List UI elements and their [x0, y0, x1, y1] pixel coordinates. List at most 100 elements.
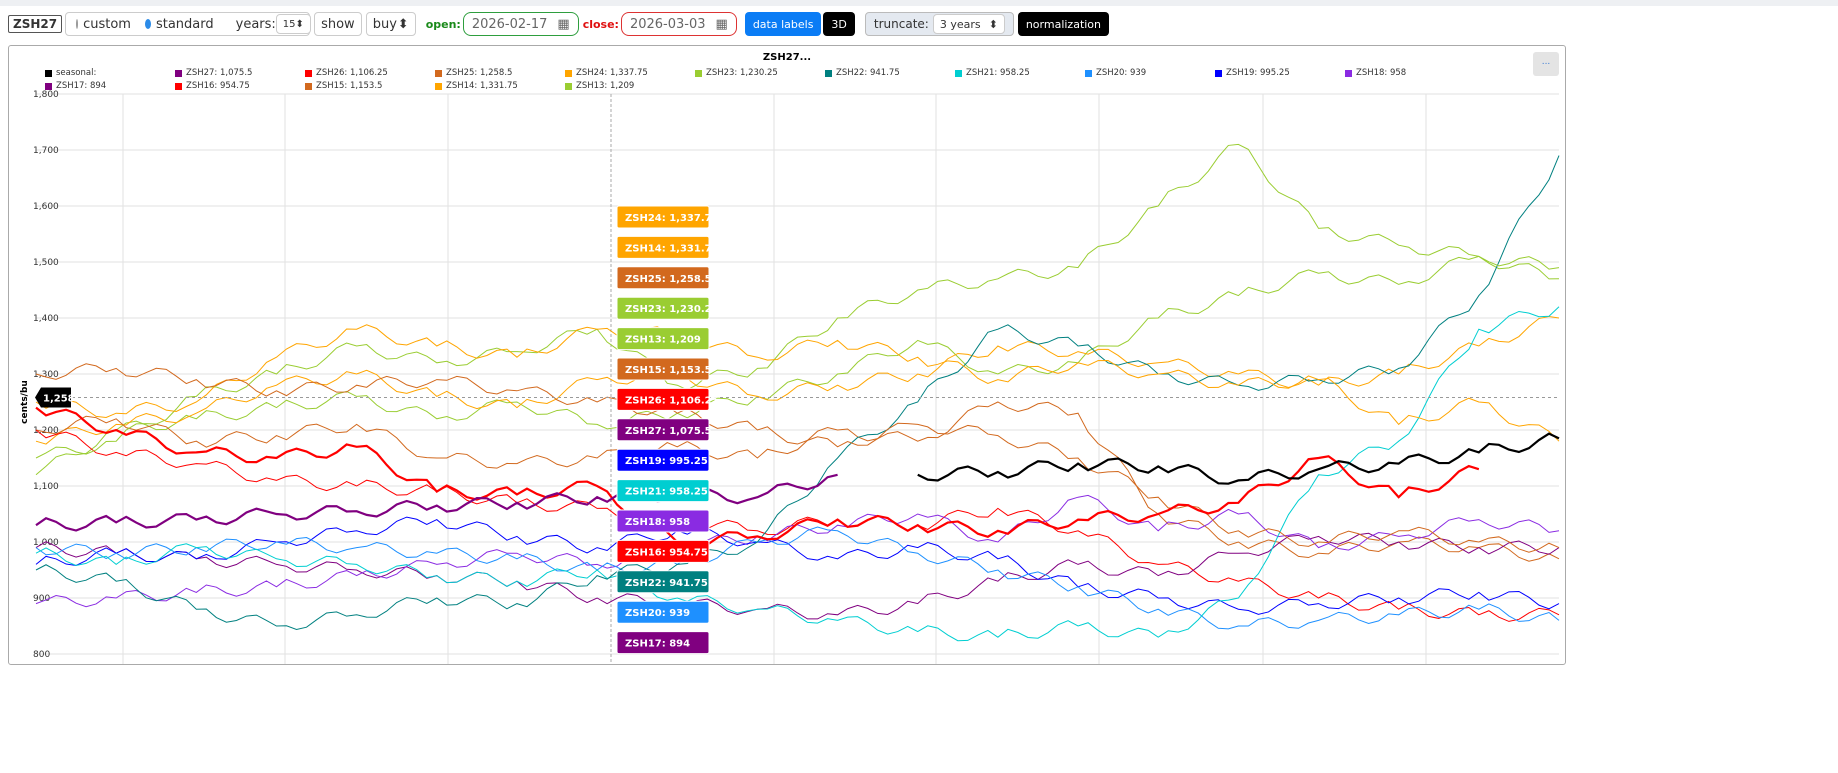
- truncate-select[interactable]: 3 years ⬍: [932, 14, 1005, 34]
- legend-item-zsh24[interactable]: ZSH24: 1,337.75: [565, 68, 695, 78]
- legend-label: ZSH13: 1,209: [576, 81, 635, 91]
- data-label-box: [616, 570, 710, 594]
- legend-label: ZSH22: 941.75: [836, 68, 900, 78]
- data-label-box: [616, 205, 710, 229]
- legend-label: ZSH15: 1,153.5: [316, 81, 383, 91]
- top-strip: [0, 0, 1838, 6]
- show-button[interactable]: show: [314, 12, 362, 36]
- legend-label: ZSH14: 1,331.75: [446, 81, 518, 91]
- series-line-zsh23: [35, 143, 1560, 459]
- legend-swatch: [825, 69, 832, 77]
- chart-title: ZSH27...: [762, 52, 812, 63]
- y-tick-label: 1,400: [33, 314, 59, 324]
- truncate-label: truncate:: [873, 17, 929, 31]
- data-label-box: [616, 600, 710, 624]
- updown-icon: ⬍: [397, 16, 409, 32]
- data-label-box: [616, 479, 710, 503]
- normalization-button[interactable]: normalization: [1017, 12, 1110, 36]
- chart-plot[interactable]: 800 900 1,000 1,100 1,200 1,300 1,400 1,500 1,60…: [9, 46, 1566, 665]
- legend-item-zsh14[interactable]: ZSH14: 1,331.75: [435, 81, 565, 91]
- legend-swatch: [175, 82, 182, 90]
- standard-label: standard: [155, 16, 214, 32]
- legend-label: ZSH26: 1,106.25: [316, 68, 388, 78]
- y-tick-label: 1,100: [33, 482, 59, 492]
- symbol-input[interactable]: ZSH27: [8, 15, 63, 33]
- series-line-zsh24: [35, 324, 1560, 442]
- series-line-zsh27: [35, 473, 838, 532]
- radio-custom[interactable]: [76, 19, 79, 29]
- y-tick-label: 1,800: [33, 90, 59, 100]
- years-select[interactable]: 15 ⬍: [275, 14, 311, 34]
- legend-swatch: [175, 69, 182, 77]
- data-label-zsh21: ZSH21: 958.25: [616, 479, 710, 503]
- legend-label: ZSH27: 1,075.5: [186, 68, 253, 78]
- y-tick-label: 1,700: [33, 146, 59, 156]
- legend-swatch: [565, 82, 572, 90]
- legend-swatch: [1085, 69, 1092, 77]
- data-label-zsh16: ZSH16: 954.75: [616, 539, 710, 563]
- data-label-box: [616, 418, 710, 442]
- legend-swatch: [1215, 69, 1222, 77]
- data-label-box: [616, 387, 710, 411]
- open-label: open:: [425, 17, 461, 31]
- series-line-zsh26: [35, 406, 1480, 549]
- data-label-zsh14: ZSH14: 1,331.75: [616, 235, 719, 259]
- data-label-text: ZSH21: 958.25: [625, 487, 708, 498]
- data-label-box: [616, 631, 710, 655]
- open-date-input[interactable]: 2026-02-17 ▦: [462, 12, 579, 36]
- legend-swatch: [955, 69, 962, 77]
- chart-legend: seasonal: ZSH27: 1,075.5 ZSH26: 1,106.25 ZS…: [45, 68, 1505, 91]
- legend-item-zsh16[interactable]: ZSH16: 954.75: [175, 81, 305, 91]
- data-label-text: ZSH26: 1,106.25: [625, 395, 719, 406]
- data-label-text: ZSH13: 1,209: [625, 335, 701, 346]
- legend-swatch: [1345, 69, 1352, 77]
- chart-menu-button[interactable]: ...: [1533, 52, 1559, 76]
- data-label-zsh15: ZSH15: 1,153.5: [616, 357, 712, 381]
- data-label-zsh18: ZSH18: 958: [616, 509, 710, 533]
- legend-item-seasonal[interactable]: seasonal:: [45, 68, 175, 78]
- y-axis-label: cents/bu: [20, 380, 30, 424]
- legend-item-zsh18[interactable]: ZSH18: 958: [1345, 68, 1475, 78]
- legend-label: ZSH19: 995.25: [1226, 68, 1290, 78]
- legend-label: ZSH16: 954.75: [186, 81, 250, 91]
- data-labels-button[interactable]: data labels: [744, 12, 822, 36]
- mode-group: custom standard years: 15 ⬍: [65, 12, 311, 36]
- data-label-zsh19: ZSH19: 995.25: [616, 448, 710, 472]
- legend-item-zsh19[interactable]: ZSH19: 995.25: [1215, 68, 1345, 78]
- data-label-zsh17: ZSH17: 894: [616, 631, 710, 655]
- legend-item-zsh15[interactable]: ZSH15: 1,153.5: [305, 81, 435, 91]
- close-label: close:: [582, 17, 619, 31]
- legend-item-zsh21[interactable]: ZSH21: 958.25: [955, 68, 1085, 78]
- legend-item-zsh22[interactable]: ZSH22: 941.75: [825, 68, 955, 78]
- legend-item-zsh25[interactable]: ZSH25: 1,258.5: [435, 68, 565, 78]
- data-label-text: ZSH15: 1,153.5: [625, 365, 712, 376]
- legend-swatch: [565, 69, 572, 77]
- legend-item-zsh20[interactable]: ZSH20: 939: [1085, 68, 1215, 78]
- close-date-input[interactable]: 2026-03-03 ▦: [620, 12, 737, 36]
- series-line-zsh21: [35, 306, 1560, 642]
- data-label-text: ZSH24: 1,337.75: [625, 213, 719, 224]
- legend-swatch: [435, 69, 442, 77]
- data-label-text: ZSH22: 941.75: [625, 578, 708, 589]
- legend-item-zsh26[interactable]: ZSH26: 1,106.25: [305, 68, 435, 78]
- legend-swatch: [45, 69, 52, 77]
- legend-item-zsh27[interactable]: ZSH27: 1,075.5: [175, 68, 305, 78]
- 3d-button[interactable]: 3D: [823, 12, 855, 36]
- y-tick-label: 800: [33, 650, 50, 660]
- legend-swatch: [435, 82, 442, 90]
- data-label-box: [616, 296, 710, 320]
- legend-label: ZSH17: 894: [56, 81, 107, 91]
- y-tick-label: 1,300: [33, 370, 59, 380]
- data-label-text: ZSH27: 1,075.5: [625, 426, 712, 437]
- data-label-zsh20: ZSH20: 939: [616, 600, 710, 624]
- radio-standard[interactable]: [144, 19, 151, 29]
- data-label-text: ZSH16: 954.75: [625, 547, 708, 558]
- legend-label: ZSH24: 1,337.75: [576, 68, 648, 78]
- direction-select[interactable]: buy ⬍: [365, 12, 416, 36]
- legend-item-zsh13[interactable]: ZSH13: 1,209: [565, 81, 695, 91]
- legend-item-zsh17[interactable]: ZSH17: 894: [45, 81, 175, 91]
- data-label-text: ZSH18: 958: [625, 517, 690, 528]
- legend-item-zsh23[interactable]: ZSH23: 1,230.25: [695, 68, 825, 78]
- series-line-zsh17: [35, 532, 1560, 620]
- series-line-zsh16: [35, 429, 1560, 622]
